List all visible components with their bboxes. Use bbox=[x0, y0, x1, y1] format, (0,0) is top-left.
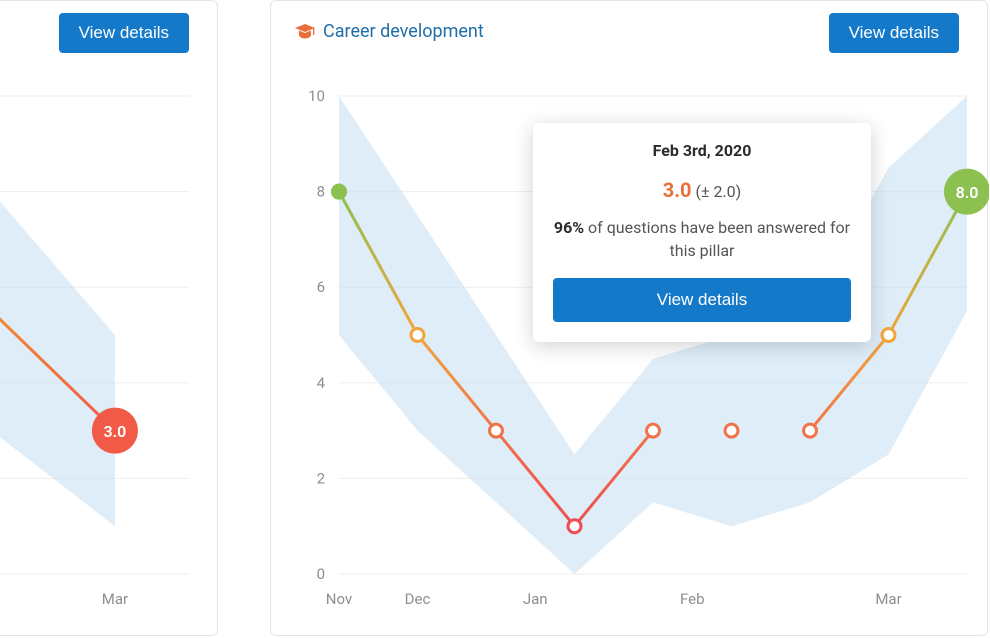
svg-text:6: 6 bbox=[317, 278, 325, 296]
tooltip-subtext: 96% of questions have been answered for … bbox=[553, 216, 851, 262]
svg-text:Feb: Feb bbox=[680, 590, 705, 608]
tooltip-percent: 96% bbox=[554, 218, 584, 237]
graduation-cap-icon bbox=[295, 24, 315, 40]
svg-text:3.0: 3.0 bbox=[103, 422, 126, 441]
svg-text:2: 2 bbox=[317, 469, 325, 487]
card-title-row: Career development bbox=[295, 21, 484, 42]
right-metric-card: Career development View details 0 2 4 6 8 10 N… bbox=[270, 0, 988, 636]
tooltip-subtext-rest: of questions have been answered for this… bbox=[584, 218, 850, 260]
tooltip-view-details-button[interactable]: View details bbox=[553, 278, 851, 322]
svg-text:8: 8 bbox=[317, 183, 325, 201]
card-title-text: Career development bbox=[323, 21, 484, 42]
left-chart: Mar 3.0 bbox=[0, 76, 219, 628]
tooltip-date: Feb 3rd, 2020 bbox=[553, 141, 851, 160]
datapoint-tooltip: Feb 3rd, 2020 3.0 (± 2.0) 96% of questio… bbox=[533, 123, 871, 342]
svg-text:Mar: Mar bbox=[102, 590, 128, 608]
svg-text:Nov: Nov bbox=[326, 590, 352, 608]
svg-text:4: 4 bbox=[317, 374, 326, 392]
svg-text:Jan: Jan bbox=[523, 590, 548, 608]
svg-text:10: 10 bbox=[308, 87, 325, 105]
svg-text:Dec: Dec bbox=[405, 590, 431, 608]
svg-text:8.0: 8.0 bbox=[956, 183, 979, 202]
left-metric-card: View details Mar 3.0 bbox=[0, 0, 218, 636]
view-details-button[interactable]: View details bbox=[829, 13, 959, 53]
svg-text:Mar: Mar bbox=[875, 590, 901, 608]
svg-text:0: 0 bbox=[317, 565, 325, 583]
tooltip-value-row: 3.0 (± 2.0) bbox=[553, 178, 851, 202]
tooltip-plusminus: (± 2.0) bbox=[695, 182, 741, 201]
tooltip-value: 3.0 bbox=[663, 178, 692, 202]
view-details-button[interactable]: View details bbox=[59, 13, 189, 53]
